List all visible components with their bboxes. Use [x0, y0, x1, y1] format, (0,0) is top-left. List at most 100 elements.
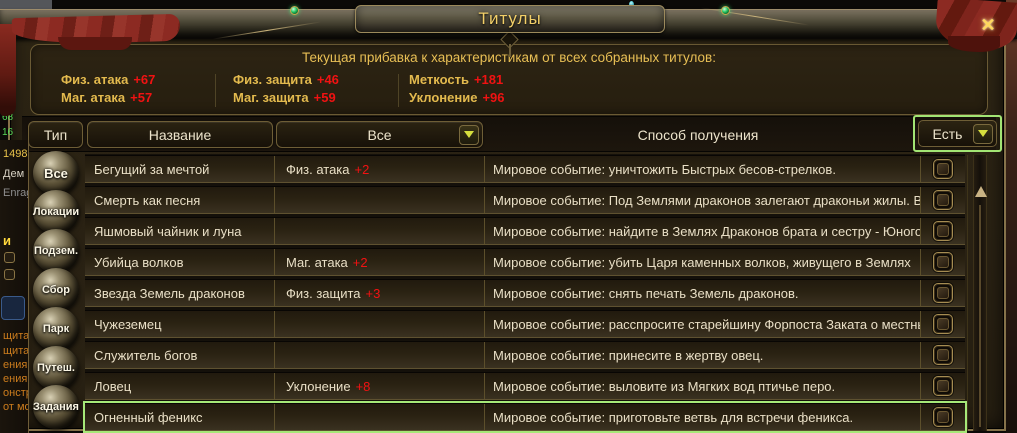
owned-checkbox[interactable]: [933, 376, 953, 396]
table-row[interactable]: Бегущий за мечтой Физ. атака +2 Мировое с…: [85, 155, 965, 183]
dropdown-arrow-button[interactable]: [459, 124, 479, 145]
owned-checkbox[interactable]: [933, 345, 953, 365]
title-method: Мировое событие: Под Землями драконов за…: [485, 187, 921, 213]
title-name: Огненный феникс: [85, 404, 275, 430]
stat-filter-dropdown[interactable]: Все: [276, 121, 483, 148]
table-row[interactable]: Звезда Земель драконов Физ. защита +3 Мир…: [85, 279, 965, 307]
stats-column: Меткость +181 Уклонение +96: [409, 71, 505, 107]
sidebar-item-park[interactable]: Парк: [33, 307, 79, 351]
title-name: Служитель богов: [85, 342, 275, 368]
title-name: Ловец: [85, 373, 275, 399]
name-column-button[interactable]: Название: [87, 121, 273, 148]
title-name: Убийца волков: [85, 249, 275, 275]
gem-icon: [290, 6, 299, 15]
background-text: ения: [3, 373, 28, 385]
owned-checkbox[interactable]: [933, 407, 953, 427]
owned-checkbox[interactable]: [933, 221, 953, 241]
sidebar-item-dungeons[interactable]: Подзем.: [33, 229, 79, 273]
title-method: Мировое событие: приготовьте ветвь для в…: [485, 404, 921, 430]
table-right-divider: [967, 155, 968, 431]
background-text: 68: [2, 112, 14, 123]
checkbox-inner: [937, 318, 949, 330]
owned-checkbox[interactable]: [933, 283, 953, 303]
background-text: щита: [3, 330, 29, 342]
stats-column: Физ. атака +67 Маг. атака +57: [61, 71, 155, 107]
window-title: Титулы: [478, 9, 542, 28]
title-stat: Физ. защита +3: [275, 280, 485, 306]
title-stat: Физ. атака +2: [275, 156, 485, 182]
title-method: Мировое событие: снять печать Земель дра…: [485, 280, 921, 306]
title-method: Мировое событие: выловите из Мягких вод …: [485, 373, 921, 399]
stat-line: Маг. атака +57: [61, 90, 153, 105]
stat-line: Уклонение +96: [409, 90, 505, 105]
band-ornament: [509, 44, 511, 57]
title-method: Мировое событие: принесите в жертву овец…: [485, 342, 921, 368]
stats-heading: Текущая прибавка к характеристикам от вс…: [302, 50, 716, 65]
sidebar-item-gathering[interactable]: Сбор: [33, 268, 79, 312]
background-text: Enrage: [3, 187, 28, 199]
sidebar-item-quests[interactable]: Задания: [33, 385, 79, 429]
owned-checkbox[interactable]: [933, 190, 953, 210]
sidebar-item-travel[interactable]: Путеш.: [33, 346, 79, 390]
title-name: Бегущий за мечтой: [85, 156, 275, 182]
table-row[interactable]: Ловец Уклонение +8 Мировое событие: вылов…: [85, 372, 965, 400]
owned-filter-value: Есть: [932, 125, 963, 142]
owned-filter-highlight: Есть: [913, 115, 1002, 152]
checkbox-inner: [937, 256, 949, 268]
stats-column: Физ. защита +46 Маг. защита +59: [233, 71, 339, 107]
background-icon: [1, 296, 25, 320]
owned-filter-dropdown[interactable]: Есть: [918, 120, 997, 147]
close-button[interactable]: ✕: [980, 15, 996, 35]
titles-table: Бегущий за мечтой Физ. атака +2 Мировое с…: [85, 155, 965, 431]
background-text: щита: [3, 345, 29, 357]
table-row[interactable]: Чужеземец Мировое событие: расспросите с…: [85, 310, 965, 338]
stat-filter-value: Все: [367, 126, 392, 143]
checkbox-inner: [937, 225, 949, 237]
stats-divider: [398, 74, 399, 107]
table-row[interactable]: Смерть как песня Мировое событие: Под Зе…: [85, 186, 965, 214]
background-text: онстрам: [3, 387, 28, 399]
background-tooltip-panel: 149830 Дем Enrage и щита щита ения ения …: [0, 140, 29, 433]
background-text: ения: [3, 359, 28, 371]
scroll-track[interactable]: [979, 205, 981, 427]
checkbox-inner: [937, 349, 949, 361]
red-cloth-decoration: [58, 37, 132, 50]
scrollbar[interactable]: [973, 155, 987, 431]
title-stat: [275, 218, 485, 244]
method-column-label: Способ получения: [637, 126, 759, 143]
sidebar-item-all[interactable]: Все: [33, 151, 79, 195]
owned-checkbox[interactable]: [933, 159, 953, 179]
background-text: 16: [2, 127, 14, 138]
title-method: Мировое событие: расспросите старейшину …: [485, 311, 921, 337]
title-method: Мировое событие: уничтожить Быстрых бесо…: [485, 156, 921, 182]
title-stat: [275, 404, 485, 430]
table-row[interactable]: Яшмовый чайник и луна Мировое событие: н…: [85, 217, 965, 245]
stats-divider: [215, 74, 216, 107]
owned-checkbox[interactable]: [933, 252, 953, 272]
chevron-down-icon: [464, 131, 474, 138]
table-row[interactable]: Служитель богов Мировое событие: принеси…: [85, 341, 965, 369]
checkbox-inner: [937, 194, 949, 206]
chevron-down-icon: [978, 130, 988, 137]
owned-checkbox[interactable]: [933, 314, 953, 334]
checkbox-inner: [937, 380, 949, 392]
table-row[interactable]: Огненный феникс Мировое событие: пригото…: [85, 403, 965, 431]
checkbox-inner: [937, 411, 949, 423]
red-cloth-decoration: [948, 36, 1000, 52]
title-stat: [275, 342, 485, 368]
stat-line: Физ. защита +46: [233, 72, 339, 87]
gem-icon: [721, 6, 730, 15]
background-button: [4, 252, 15, 263]
title-method: Мировое событие: убить Царя каменных вол…: [485, 249, 921, 275]
title-stat: [275, 187, 485, 213]
sidebar-item-locations[interactable]: Локации: [33, 190, 79, 234]
dropdown-arrow-button[interactable]: [973, 123, 993, 144]
checkbox-inner: [937, 287, 949, 299]
background-pillar: [1006, 0, 1017, 433]
stat-line: Меткость +181: [409, 72, 504, 87]
background-text: и: [3, 233, 11, 248]
type-column-button[interactable]: Тип: [28, 121, 83, 148]
scroll-up-icon[interactable]: [975, 186, 987, 197]
table-row[interactable]: Убийца волков Маг. атака +2 Мировое событ…: [85, 248, 965, 276]
